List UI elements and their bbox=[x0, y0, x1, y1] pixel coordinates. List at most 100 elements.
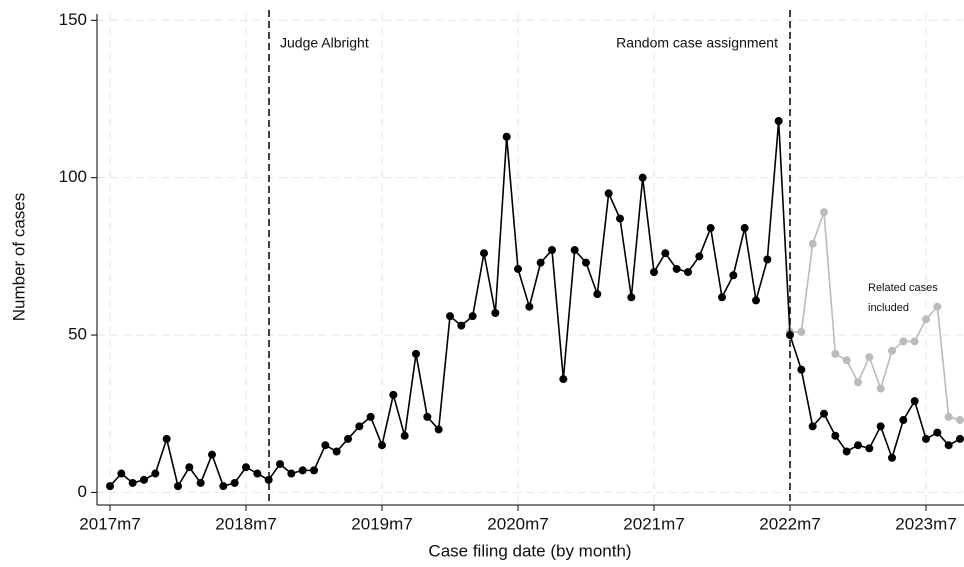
data-point bbox=[355, 422, 364, 431]
annotation: Judge Albright bbox=[280, 35, 369, 51]
data-point bbox=[174, 482, 182, 491]
data-point bbox=[242, 463, 250, 472]
data-point bbox=[706, 224, 715, 233]
data-point bbox=[956, 416, 964, 425]
series-line bbox=[109, 120, 961, 489]
data-point bbox=[219, 482, 228, 491]
data-point bbox=[230, 478, 239, 487]
data-point bbox=[808, 239, 817, 248]
x-tick-label: 2022m7 bbox=[759, 514, 820, 533]
data-point bbox=[650, 268, 658, 277]
y-tick-label: 100 bbox=[59, 167, 87, 186]
data-point bbox=[423, 412, 432, 421]
data-point bbox=[820, 409, 828, 418]
data-point bbox=[752, 296, 760, 305]
data-point bbox=[559, 375, 568, 384]
data-point bbox=[400, 431, 409, 440]
data-point bbox=[434, 425, 443, 434]
annotation: included bbox=[868, 302, 909, 314]
data-point bbox=[344, 434, 352, 443]
data-point bbox=[956, 434, 964, 443]
data-point bbox=[208, 450, 216, 459]
data-point bbox=[933, 302, 942, 311]
data-point bbox=[786, 331, 794, 340]
data-point bbox=[162, 434, 171, 443]
data-point bbox=[910, 337, 919, 346]
annotation: Related cases bbox=[868, 282, 938, 294]
y-tick-label: 150 bbox=[59, 10, 87, 29]
data-point bbox=[638, 173, 647, 182]
data-point bbox=[264, 475, 273, 484]
data-point bbox=[106, 482, 114, 491]
x-tick-label: 2019m7 bbox=[351, 514, 412, 533]
series-line bbox=[790, 212, 961, 421]
data-point bbox=[820, 208, 828, 217]
data-point bbox=[718, 293, 726, 302]
data-point bbox=[899, 416, 908, 425]
data-point bbox=[140, 475, 148, 484]
data-point bbox=[865, 444, 874, 453]
x-axis-title: Case filing date (by month) bbox=[428, 541, 631, 560]
data-point bbox=[944, 441, 953, 450]
data-point bbox=[412, 349, 420, 358]
data-point bbox=[514, 264, 522, 273]
grid bbox=[97, 14, 964, 505]
data-point bbox=[854, 378, 862, 387]
data-point bbox=[842, 447, 851, 456]
data-point bbox=[842, 356, 851, 365]
y-tick-label: 0 bbox=[78, 482, 87, 501]
data-point bbox=[797, 327, 806, 336]
data-point bbox=[627, 293, 636, 302]
data-point bbox=[865, 353, 874, 362]
data-point bbox=[446, 312, 454, 321]
data-point bbox=[899, 337, 908, 346]
data-point bbox=[502, 132, 511, 141]
y-tick-label: 50 bbox=[68, 325, 87, 344]
data-point bbox=[831, 431, 840, 440]
data-point bbox=[797, 365, 806, 374]
data-point bbox=[808, 422, 817, 431]
data-point bbox=[910, 397, 919, 406]
data-point bbox=[468, 312, 477, 321]
data-point bbox=[593, 290, 602, 299]
data-point bbox=[128, 478, 137, 487]
data-point bbox=[389, 390, 398, 399]
data-point bbox=[480, 249, 488, 258]
data-point bbox=[196, 478, 205, 487]
data-point bbox=[774, 117, 783, 126]
data-point bbox=[922, 434, 930, 443]
data-point bbox=[321, 441, 330, 450]
data-point bbox=[253, 469, 262, 478]
data-point bbox=[298, 466, 307, 475]
data-point bbox=[763, 255, 772, 264]
data-point bbox=[933, 428, 942, 437]
data-point bbox=[310, 466, 318, 475]
data-point bbox=[740, 224, 749, 233]
data-point bbox=[536, 258, 545, 267]
data-point bbox=[525, 302, 534, 311]
data-point bbox=[661, 249, 670, 258]
data-point bbox=[684, 268, 692, 277]
data-point bbox=[332, 447, 341, 456]
data-point bbox=[922, 315, 930, 324]
data-point bbox=[366, 412, 375, 421]
data-point bbox=[570, 246, 579, 255]
data-point bbox=[457, 321, 466, 330]
data-point bbox=[582, 258, 590, 267]
data-point bbox=[876, 422, 885, 431]
data-point bbox=[185, 463, 194, 472]
data-point bbox=[378, 441, 386, 450]
data-point bbox=[944, 412, 953, 421]
x-tick-label: 2018m7 bbox=[215, 514, 276, 533]
data-point bbox=[151, 469, 160, 478]
data-point bbox=[548, 246, 556, 255]
data-point bbox=[729, 271, 738, 280]
data-point bbox=[616, 214, 624, 223]
data-point bbox=[491, 309, 500, 318]
data-point bbox=[888, 453, 896, 462]
data-point bbox=[831, 349, 840, 358]
x-tick-label: 2021m7 bbox=[623, 514, 684, 533]
data-point bbox=[117, 469, 126, 478]
data-point bbox=[672, 264, 681, 273]
data-point bbox=[854, 441, 862, 450]
